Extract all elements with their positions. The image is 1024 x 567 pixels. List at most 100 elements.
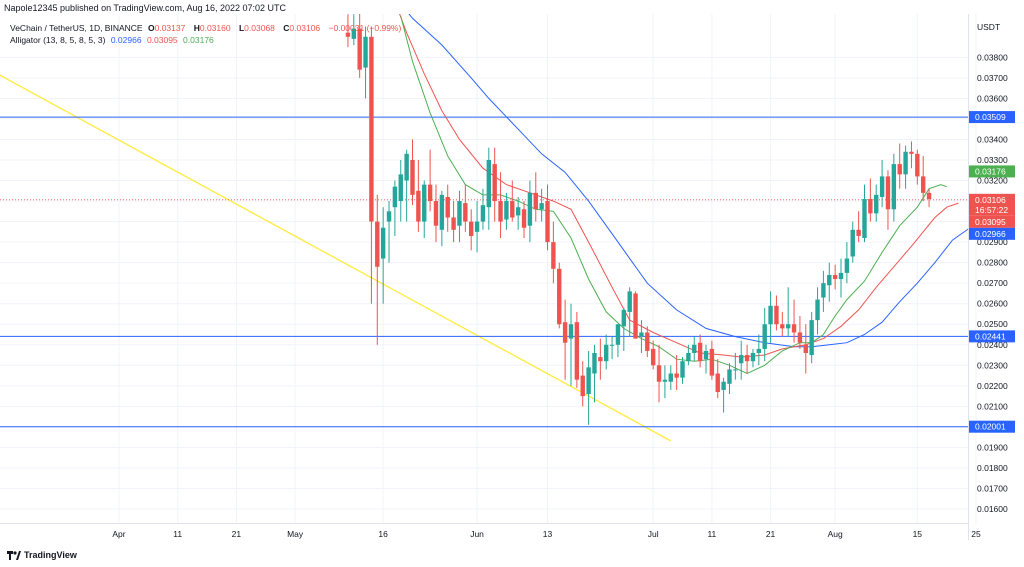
candle-body — [609, 344, 615, 346]
candle-body — [627, 291, 632, 312]
ohlc-high: H0.03160 — [193, 23, 231, 33]
candle — [668, 365, 673, 390]
alligator-row: Alligator (13, 8, 5, 8, 5, 3) 0.02966 0.… — [10, 34, 404, 46]
candle — [739, 340, 744, 380]
candle-body — [909, 151, 914, 154]
candle — [827, 262, 832, 302]
candle — [715, 359, 720, 399]
candle — [609, 336, 615, 360]
candle — [615, 324, 621, 358]
time-axis-tick-label: Jul — [648, 529, 659, 539]
price-axis-tick-label: 0.02500 — [977, 319, 1008, 329]
candle-body — [791, 324, 797, 333]
candle-body — [879, 176, 885, 197]
price-axis-tick-label: 0.02400 — [977, 340, 1008, 350]
price-axis-tick-label: 0.03800 — [977, 52, 1008, 62]
candle-body — [510, 201, 515, 218]
price-axis-tick-label: 0.02300 — [977, 360, 1008, 370]
price-label-text: 0.03106 — [975, 195, 1006, 205]
candle-body — [721, 381, 726, 390]
candle — [750, 348, 756, 368]
candle — [410, 139, 415, 206]
price-axis-tick-label: 0.03700 — [977, 73, 1008, 83]
symbol-title[interactable]: VeChain / TetherUS, 1D, BINANCE — [10, 23, 143, 33]
price-axis-unit: USDT — [977, 22, 1000, 32]
candle-body — [427, 184, 433, 202]
candle — [703, 344, 709, 374]
symbol-row: VeChain / TetherUS, 1D, BINANCE O0.03137… — [10, 22, 404, 34]
candle — [416, 159, 421, 232]
candle — [692, 336, 697, 362]
candle — [780, 311, 785, 337]
candle-body — [768, 305, 773, 325]
candle — [709, 340, 715, 380]
level-label-box — [969, 330, 1015, 343]
candle-body — [416, 190, 421, 222]
candle — [345, 14, 351, 48]
candle — [727, 363, 732, 395]
price-axis-tick-label: 0.02900 — [977, 237, 1008, 247]
price-label-text: 0.03176 — [975, 166, 1006, 176]
candle — [832, 264, 838, 290]
candle — [733, 352, 738, 380]
candle-body — [527, 192, 533, 226]
candle — [621, 307, 627, 351]
candle-body — [574, 322, 580, 380]
candle — [533, 172, 538, 222]
candle-body — [386, 211, 392, 222]
candle — [463, 184, 468, 232]
candle-body — [686, 352, 691, 362]
candle — [545, 184, 550, 251]
candle-body — [715, 373, 720, 393]
time-axis-tick-label: Aug — [828, 529, 843, 539]
candle — [398, 159, 403, 222]
candle — [868, 178, 873, 222]
candle-body — [410, 159, 415, 195]
candle-body — [357, 28, 362, 70]
candle — [809, 311, 814, 364]
candle-body — [756, 348, 762, 353]
candle-body — [827, 274, 832, 286]
price-axis-tick-label: 0.03600 — [977, 93, 1008, 103]
candle-body — [398, 174, 403, 202]
time-axis-tick-label: Jun — [470, 529, 484, 539]
candle — [551, 221, 556, 284]
time-axis-tick-label: Apr — [112, 529, 125, 539]
tradingview-logo[interactable]: TradingView — [7, 550, 77, 561]
candle-body — [662, 379, 668, 382]
top-bar: Napole12345 published on TradingView.com… — [0, 0, 1024, 13]
candle-body — [633, 293, 638, 339]
candle-body — [774, 305, 779, 325]
candle — [903, 145, 908, 189]
candle — [697, 334, 703, 368]
candle-body — [469, 221, 474, 236]
candle — [474, 201, 480, 253]
candle — [386, 201, 392, 263]
candle-body — [797, 332, 803, 343]
candle-body — [727, 369, 732, 384]
candle-body — [762, 324, 767, 349]
candle — [656, 344, 662, 403]
candle — [351, 14, 356, 46]
candle-body — [521, 209, 527, 228]
ohlc-close: C0.03106 — [283, 23, 321, 33]
candle-body — [492, 164, 497, 202]
candle — [486, 147, 492, 230]
candle — [627, 287, 632, 337]
candle — [850, 221, 855, 263]
candle-body — [832, 274, 838, 280]
time-axis-tick-label: 21 — [766, 529, 776, 539]
price-axis-tick-label: 0.02100 — [977, 401, 1008, 411]
alligator-title[interactable]: Alligator (13, 8, 5, 8, 5, 3) — [10, 35, 106, 45]
candle-body — [639, 332, 644, 337]
candle-body — [598, 357, 603, 362]
time-axis-tick-label: 13 — [543, 529, 553, 539]
candle-body — [445, 196, 450, 218]
candle-body — [915, 153, 920, 177]
candle — [580, 361, 585, 407]
candle — [874, 184, 879, 222]
candle — [492, 147, 497, 222]
time-axis-tick-label: 16 — [378, 529, 388, 539]
candle — [592, 344, 597, 403]
